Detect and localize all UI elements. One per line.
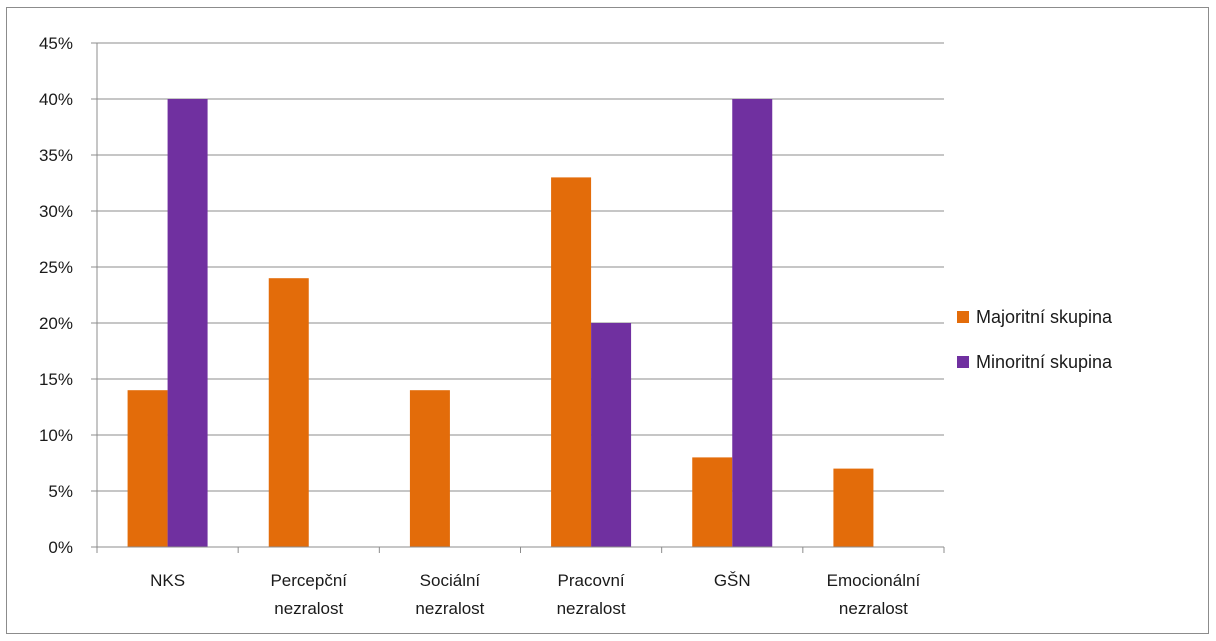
- legend: Majoritní skupina Minoritní skupina: [957, 307, 1113, 372]
- y-tick-label: 0%: [48, 538, 73, 557]
- x-axis-tick-labels: NKS Percepční nezralost Sociální nezralost Pr…: [150, 571, 920, 618]
- bar-majoritni: [268, 278, 309, 547]
- y-tick-label: 15%: [39, 370, 73, 389]
- bar-majoritni: [409, 390, 450, 547]
- x-tick-label: Percepční nezralost: [270, 571, 347, 618]
- bar-majoritni: [692, 457, 733, 547]
- bars: [127, 99, 874, 547]
- y-tick-label: 25%: [39, 258, 73, 277]
- bar-minoritni: [732, 99, 773, 547]
- axes: [91, 42, 945, 553]
- y-tick-label: 40%: [39, 90, 73, 109]
- x-tick-label: Emocionální nezralost: [827, 571, 921, 618]
- bar-majoritni: [833, 468, 874, 547]
- bar-majoritni: [551, 177, 592, 547]
- y-tick-label: 45%: [39, 34, 73, 53]
- y-tick-label: 10%: [39, 426, 73, 445]
- legend-swatch: [957, 311, 969, 323]
- y-axis-tick-labels: 0% 5% 10% 15% 20% 25% 30% 35% 40% 45%: [39, 34, 73, 557]
- x-tick-label: Sociální nezralost: [415, 571, 484, 618]
- y-tick-label: 20%: [39, 314, 73, 333]
- y-tick-label: 5%: [48, 482, 73, 501]
- legend-label: Minoritní skupina: [976, 352, 1113, 372]
- y-tick-label: 30%: [39, 202, 73, 221]
- x-tick-label: GŠN: [714, 571, 751, 590]
- x-tick-label: Pracovní nezralost: [557, 571, 626, 618]
- x-tick-label: NKS: [150, 571, 185, 590]
- bar-minoritni: [591, 323, 632, 547]
- bar-majoritni: [127, 390, 168, 547]
- legend-label: Majoritní skupina: [976, 307, 1113, 327]
- legend-swatch: [957, 356, 969, 368]
- y-tick-label: 35%: [39, 146, 73, 165]
- bar-minoritni: [167, 99, 208, 547]
- gridlines: [97, 42, 944, 492]
